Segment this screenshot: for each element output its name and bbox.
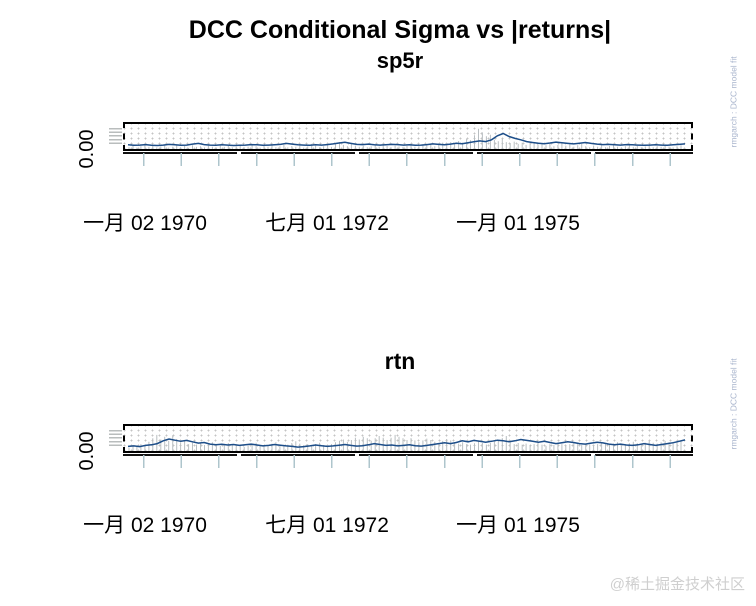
x-axis-tick-label: 一月 01 1975	[456, 514, 580, 537]
chart-title: DCC Conditional Sigma vs |returns|	[188, 16, 612, 44]
y-minor-ticks	[109, 128, 122, 144]
plot-area	[123, 122, 693, 151]
plot-canvas	[127, 128, 686, 149]
sigma-line	[127, 438, 686, 448]
x-axis-tick-label: 七月 01 1972	[265, 514, 389, 537]
chart-subtitle: sp5r	[376, 48, 424, 73]
site-watermark: @稀土掘金技术社区	[609, 576, 745, 593]
chart-title: rtn	[384, 348, 416, 374]
x-minor-ticks	[143, 455, 671, 468]
y-minor-ticks	[109, 430, 122, 446]
rmgarch-side-label: rmgarch : DCC model fit	[728, 56, 739, 148]
x-axis-tick-label: 一月 02 1970	[83, 212, 207, 235]
plot-canvas	[127, 434, 686, 451]
x-axis-tick-label: 一月 02 1970	[83, 514, 207, 537]
x-axis-labels: 一月 02 1970 七月 01 1972 一月 01 1975	[0, 509, 756, 539]
axis-segment-line	[123, 151, 693, 154]
x-minor-ticks	[143, 153, 671, 166]
abs-returns-spikes	[128, 434, 682, 451]
axis-segment-line	[123, 453, 693, 456]
x-axis-labels: 一月 02 1970 七月 01 1972 一月 01 1975	[0, 207, 756, 237]
sigma-line	[127, 132, 686, 147]
abs-returns-spikes	[128, 128, 682, 149]
x-axis-tick-label: 一月 01 1975	[456, 212, 580, 235]
x-axis-tick-label: 七月 01 1972	[265, 212, 389, 235]
plot-area	[123, 424, 693, 453]
y-axis-tick-label: 0.00	[76, 431, 98, 471]
y-axis-tick-label: 0.00	[76, 129, 98, 169]
rmgarch-side-label: rmgarch : DCC model fit	[728, 358, 739, 450]
